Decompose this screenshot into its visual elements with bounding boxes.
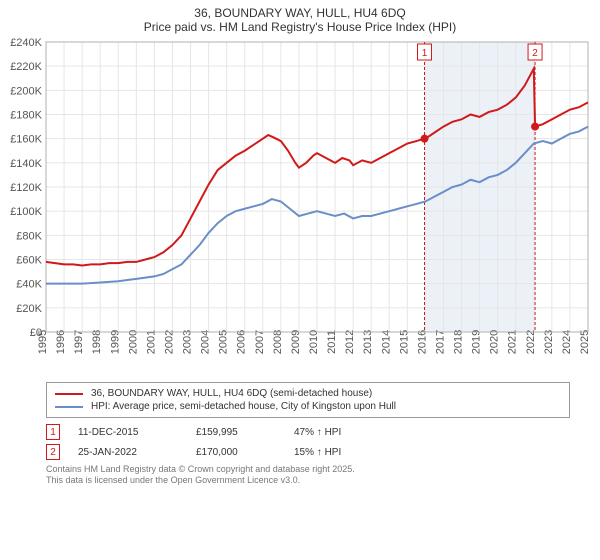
chart-area: £0£20K£40K£60K£80K£100K£120K£140K£160K£1… bbox=[0, 36, 600, 376]
svg-text:£20K: £20K bbox=[16, 303, 42, 315]
svg-text:£80K: £80K bbox=[16, 230, 42, 242]
event-price: £170,000 bbox=[196, 447, 276, 458]
svg-text:2023: 2023 bbox=[543, 330, 555, 354]
event-marker: 1 bbox=[46, 424, 60, 440]
svg-text:2001: 2001 bbox=[145, 330, 157, 354]
sale-marker-dot bbox=[420, 135, 428, 143]
svg-text:2019: 2019 bbox=[471, 330, 483, 354]
svg-text:2000: 2000 bbox=[127, 330, 139, 354]
svg-text:2010: 2010 bbox=[308, 330, 320, 354]
legend-swatch bbox=[55, 393, 83, 395]
svg-text:2021: 2021 bbox=[507, 330, 519, 354]
svg-text:2009: 2009 bbox=[290, 330, 302, 354]
legend-label: HPI: Average price, semi-detached house,… bbox=[91, 401, 396, 412]
svg-text:2018: 2018 bbox=[453, 330, 465, 354]
svg-text:2015: 2015 bbox=[398, 330, 410, 354]
svg-text:£180K: £180K bbox=[10, 110, 42, 122]
svg-text:2003: 2003 bbox=[182, 330, 194, 354]
svg-text:2012: 2012 bbox=[344, 330, 356, 354]
footer-line: Contains HM Land Registry data © Crown c… bbox=[46, 464, 570, 475]
svg-text:2007: 2007 bbox=[254, 330, 266, 354]
svg-text:2020: 2020 bbox=[489, 330, 501, 354]
svg-text:£160K: £160K bbox=[10, 134, 42, 146]
sale-marker-dot bbox=[531, 123, 539, 131]
legend-swatch bbox=[55, 406, 83, 408]
line-chart: £0£20K£40K£60K£80K£100K£120K£140K£160K£1… bbox=[0, 36, 600, 376]
svg-text:2011: 2011 bbox=[326, 330, 338, 354]
svg-text:£40K: £40K bbox=[16, 279, 42, 291]
svg-text:1998: 1998 bbox=[91, 330, 103, 354]
svg-text:£220K: £220K bbox=[10, 61, 42, 73]
event-row: 2 25-JAN-2022 £170,000 15% ↑ HPI bbox=[46, 442, 570, 462]
footer-line: This data is licensed under the Open Gov… bbox=[46, 475, 570, 486]
chart-title-desc: Price paid vs. HM Land Registry's House … bbox=[10, 20, 590, 34]
svg-text:2004: 2004 bbox=[200, 330, 212, 354]
svg-text:£200K: £200K bbox=[10, 85, 42, 97]
svg-text:1999: 1999 bbox=[109, 330, 121, 354]
event-marker: 2 bbox=[46, 444, 60, 460]
chart-title-address: 36, BOUNDARY WAY, HULL, HU4 6DQ bbox=[10, 6, 590, 20]
svg-text:£60K: £60K bbox=[16, 255, 42, 267]
svg-text:2024: 2024 bbox=[561, 330, 573, 354]
svg-text:1996: 1996 bbox=[55, 330, 67, 354]
svg-text:2005: 2005 bbox=[218, 330, 230, 354]
svg-text:£120K: £120K bbox=[10, 182, 42, 194]
svg-text:2006: 2006 bbox=[236, 330, 248, 354]
svg-text:2025: 2025 bbox=[579, 330, 591, 354]
sale-events: 1 11-DEC-2015 £159,995 47% ↑ HPI 2 25-JAN-202… bbox=[46, 422, 570, 462]
svg-text:1995: 1995 bbox=[37, 330, 49, 354]
svg-text:2022: 2022 bbox=[525, 330, 537, 354]
event-delta: 15% ↑ HPI bbox=[294, 447, 341, 458]
svg-text:1997: 1997 bbox=[73, 330, 85, 354]
legend-label: 36, BOUNDARY WAY, HULL, HU4 6DQ (semi-de… bbox=[91, 388, 372, 399]
svg-text:2013: 2013 bbox=[362, 330, 374, 354]
svg-text:2: 2 bbox=[532, 48, 538, 59]
legend-row: 36, BOUNDARY WAY, HULL, HU4 6DQ (semi-de… bbox=[55, 387, 561, 400]
svg-text:£240K: £240K bbox=[10, 37, 42, 49]
event-price: £159,995 bbox=[196, 427, 276, 438]
svg-text:2017: 2017 bbox=[434, 330, 446, 354]
svg-text:2016: 2016 bbox=[416, 330, 428, 354]
legend: 36, BOUNDARY WAY, HULL, HU4 6DQ (semi-de… bbox=[46, 382, 570, 418]
event-date: 11-DEC-2015 bbox=[78, 427, 178, 438]
svg-text:£140K: £140K bbox=[10, 158, 42, 170]
svg-text:1: 1 bbox=[422, 48, 428, 59]
legend-row: HPI: Average price, semi-detached house,… bbox=[55, 400, 561, 413]
event-delta: 47% ↑ HPI bbox=[294, 427, 341, 438]
svg-text:2008: 2008 bbox=[272, 330, 284, 354]
svg-text:2002: 2002 bbox=[163, 330, 175, 354]
attribution-footer: Contains HM Land Registry data © Crown c… bbox=[46, 464, 570, 487]
svg-text:£100K: £100K bbox=[10, 206, 42, 218]
event-date: 25-JAN-2022 bbox=[78, 447, 178, 458]
svg-text:2014: 2014 bbox=[380, 330, 392, 354]
event-row: 1 11-DEC-2015 £159,995 47% ↑ HPI bbox=[46, 422, 570, 442]
